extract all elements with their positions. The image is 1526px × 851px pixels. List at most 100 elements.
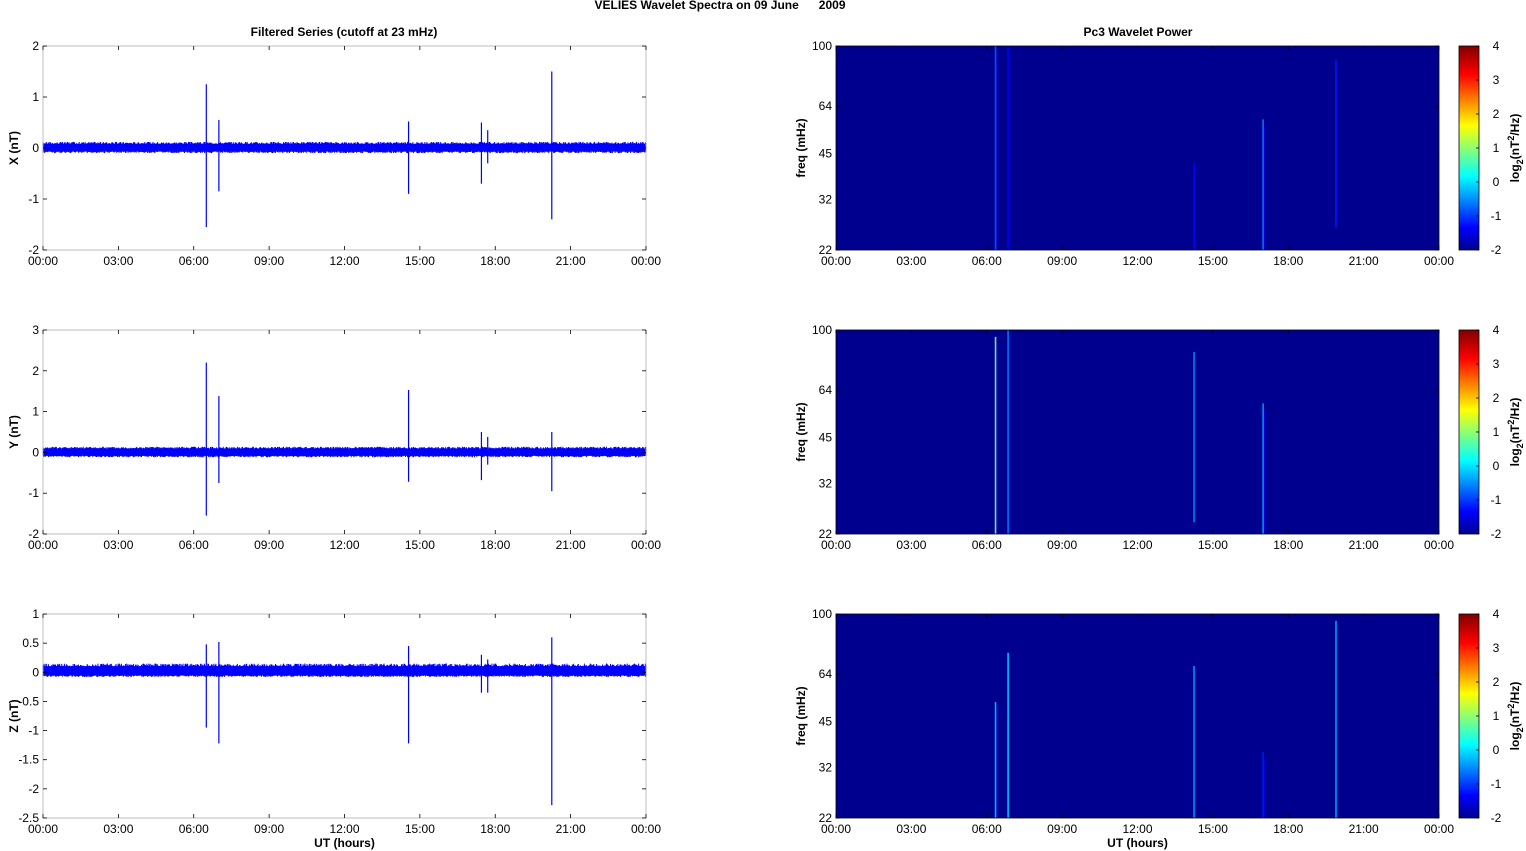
- left-column-title: Filtered Series (cutoff at 23 mHz): [251, 25, 438, 39]
- x-tick-label-0: 00:00: [28, 822, 58, 836]
- colorbar-label-part-2: (nT: [1508, 140, 1522, 159]
- x-tick-label-2: 06:00: [972, 538, 1002, 552]
- x-tick-label-7: 21:00: [1349, 538, 1379, 552]
- x-tick-label-4: 12:00: [329, 538, 359, 552]
- x-tick-label-8: 00:00: [631, 254, 661, 268]
- plot-area: [43, 330, 646, 534]
- y-tick-label-4: 2: [32, 39, 39, 53]
- x-tick-label-2: 06:00: [179, 538, 209, 552]
- colorbar-label: log2(nT2/Hz): [1506, 114, 1525, 183]
- y-tick-label-3: -1: [28, 724, 39, 738]
- x-tick-label-8: 00:00: [631, 538, 661, 552]
- colorbar-label-part-0: log: [1508, 164, 1522, 182]
- colorbar-tick-label-5: 3: [1493, 357, 1500, 371]
- series-band: [43, 666, 646, 676]
- x-tick-label-3: 09:00: [254, 822, 284, 836]
- x-tick-label-3: 09:00: [1047, 254, 1077, 268]
- colorbar-tick-label-0: -2: [1491, 811, 1502, 825]
- x-axis-label: UT (hours): [1107, 836, 1168, 850]
- x-tick-label-3: 09:00: [254, 538, 284, 552]
- y-tick-label-2: 0: [32, 141, 39, 155]
- y-tick-label-3: 1: [32, 90, 39, 104]
- x-tick-label-6: 18:00: [480, 538, 510, 552]
- colorbar-label-part-1: 2: [1515, 727, 1525, 732]
- spectrum-field: [836, 46, 1439, 250]
- colorbar-label: log2(nT2/Hz): [1506, 682, 1525, 751]
- y-axis-label: Z (nT): [7, 699, 21, 732]
- y-axis-label: freq (mHz): [794, 118, 808, 177]
- y-tick-label-0: 22: [819, 527, 833, 541]
- x-tick-label-6: 18:00: [1273, 254, 1303, 268]
- y-tick-label-0: -2: [28, 243, 39, 257]
- colorbar-label-part-4: /Hz): [1508, 682, 1522, 704]
- y-tick-label-4: -0.5: [18, 694, 39, 708]
- x-tick-label-3: 09:00: [254, 254, 284, 268]
- x-tick-label-2: 06:00: [972, 254, 1002, 268]
- colorbar-tick-label-4: 2: [1493, 107, 1500, 121]
- x-tick-label-5: 15:00: [1198, 254, 1228, 268]
- colorbar-tick-label-1: -1: [1491, 209, 1502, 223]
- x-tick-label-4: 12:00: [1122, 822, 1152, 836]
- series-panel-y: 00:00 03:00 06:00 09:00 12:00 15:00 18:00 21:00…: [7, 323, 661, 552]
- y-tick-label-0: -2: [28, 527, 39, 541]
- series-panel-z: 00:00 03:00 06:00 09:00 12:00 15:00 18:00 21:00…: [7, 607, 661, 850]
- x-tick-label-4: 12:00: [329, 822, 359, 836]
- colorbar-tick-label-1: -1: [1491, 777, 1502, 791]
- x-tick-label-2: 06:00: [972, 822, 1002, 836]
- colorbar-label-part-4: /Hz): [1508, 398, 1522, 420]
- colorbar-tick-label-6: 4: [1493, 607, 1500, 621]
- colorbar-label-part-2: (nT: [1508, 424, 1522, 443]
- y-tick-label-0: 22: [819, 243, 833, 257]
- y-tick-label-5: 3: [32, 323, 39, 337]
- colorbar-tick-label-3: 1: [1493, 141, 1500, 155]
- spectrum-field: [836, 330, 1439, 534]
- x-tick-label-3: 09:00: [1047, 822, 1077, 836]
- colorbar-label: log2(nT2/Hz): [1506, 398, 1525, 467]
- colorbar-label-part-1: 2: [1515, 159, 1525, 164]
- x-tick-label-1: 03:00: [896, 538, 926, 552]
- y-tick-label-4: 100: [812, 39, 832, 53]
- x-tick-label-8: 00:00: [1424, 254, 1454, 268]
- y-tick-label-1: 32: [819, 193, 833, 207]
- colorbar-tick-label-5: 3: [1493, 73, 1500, 87]
- colorbar-label-part-2: (nT: [1508, 708, 1522, 727]
- right-column-title: Pc3 Wavelet Power: [1084, 25, 1193, 39]
- x-tick-label-6: 18:00: [1273, 822, 1303, 836]
- colorbar-label-part-4: /Hz): [1508, 114, 1522, 136]
- y-tick-label-1: -1: [28, 192, 39, 206]
- colorbar-label-part-3: 2: [1506, 136, 1516, 141]
- colorbar-label-part-3: 2: [1506, 420, 1516, 425]
- x-tick-label-8: 00:00: [631, 822, 661, 836]
- x-tick-label-5: 15:00: [1198, 538, 1228, 552]
- series-panel-x: 00:00 03:00 06:00 09:00 12:00 15:00 18:00 21:00…: [7, 39, 661, 268]
- x-tick-label-7: 21:00: [1349, 822, 1379, 836]
- x-tick-label-0: 00:00: [821, 822, 851, 836]
- series-band: [43, 143, 646, 152]
- y-tick-label-2: 45: [819, 431, 833, 445]
- plot-area: [43, 614, 646, 818]
- y-tick-label-1: 32: [819, 761, 833, 775]
- y-tick-label-2: -1.5: [18, 753, 39, 767]
- y-tick-label-5: 0: [32, 665, 39, 679]
- colorbar-label-part-1: 2: [1515, 443, 1525, 448]
- x-tick-label-6: 18:00: [1273, 538, 1303, 552]
- y-tick-label-1: 32: [819, 477, 833, 491]
- y-tick-label-1: -2: [28, 782, 39, 796]
- colorbar-tick-label-2: 0: [1493, 743, 1500, 757]
- y-axis-label: Y (nT): [7, 415, 21, 449]
- colorbar-tick-label-4: 2: [1493, 391, 1500, 405]
- colorbar-tick-label-6: 4: [1493, 323, 1500, 337]
- x-tick-label-7: 21:00: [1349, 254, 1379, 268]
- x-tick-label-1: 03:00: [103, 538, 133, 552]
- y-tick-label-4: 100: [812, 607, 832, 621]
- x-tick-label-4: 12:00: [1122, 538, 1152, 552]
- x-tick-label-0: 00:00: [28, 254, 58, 268]
- colorbar-tick-label-0: -2: [1491, 243, 1502, 257]
- colorbar-tick-label-4: 2: [1493, 675, 1500, 689]
- y-axis-label: X (nT): [7, 131, 21, 165]
- x-tick-label-0: 00:00: [28, 538, 58, 552]
- x-tick-label-7: 21:00: [556, 538, 586, 552]
- x-tick-label-6: 18:00: [480, 254, 510, 268]
- x-tick-label-5: 15:00: [405, 254, 435, 268]
